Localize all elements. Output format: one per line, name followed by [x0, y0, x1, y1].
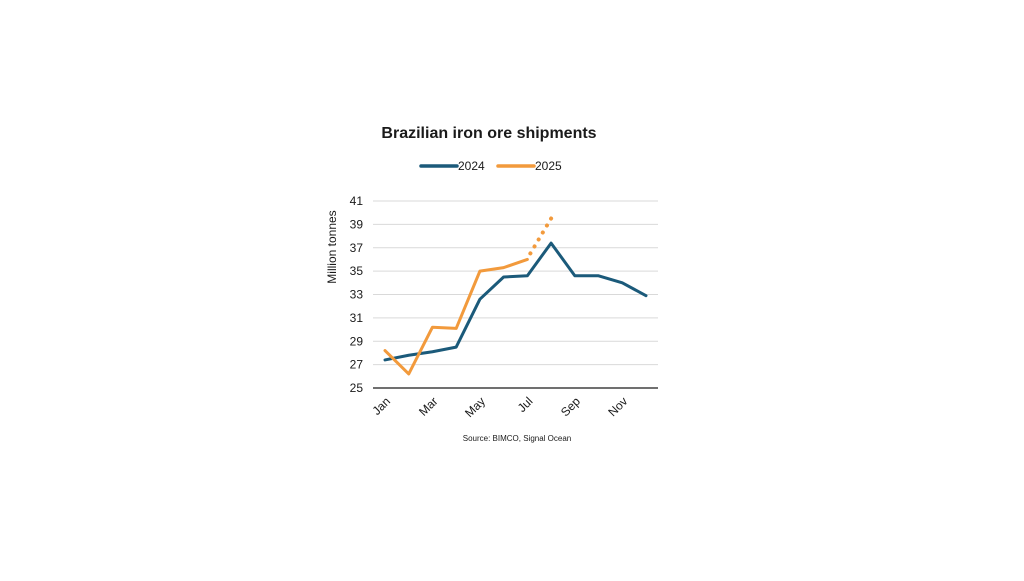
x-tick-label: Sep	[558, 394, 583, 419]
x-tick-label: Jul	[515, 394, 536, 415]
y-tick-label: 25	[350, 381, 364, 395]
legend-label-2025: 2025	[535, 159, 562, 173]
y-tick-label: 39	[350, 217, 364, 231]
y-tick-labels: 25 27 29 31 33 35 37 39 41	[350, 194, 364, 395]
series-line-2025	[383, 257, 529, 376]
y-tick-label: 41	[350, 194, 364, 208]
legend-label-2024: 2024	[458, 159, 485, 173]
x-tick-labels: Jan Mar May Jul Sep Nov	[370, 394, 631, 420]
y-tick-label: 27	[350, 358, 364, 372]
y-tick-label: 31	[350, 311, 364, 325]
gridlines	[373, 200, 658, 366]
y-tick-label: 37	[350, 241, 364, 255]
x-tick-label: Nov	[605, 394, 630, 419]
x-tick-label: May	[462, 394, 488, 420]
series-line-2024	[383, 241, 648, 362]
series-projection-2025	[528, 216, 554, 256]
series-lines	[383, 216, 648, 376]
x-tick-label: Mar	[416, 394, 441, 419]
y-axis-label: Million tonnes	[325, 210, 339, 283]
chart-title: Brazilian iron ore shipments	[381, 125, 596, 142]
y-tick-label: 29	[350, 334, 364, 348]
legend: 2024 2025	[419, 159, 562, 173]
y-tick-label: 35	[350, 264, 364, 278]
x-tick-label: Jan	[370, 394, 394, 418]
y-tick-label: 33	[350, 288, 364, 302]
source-note: Source: BIMCO, Signal Ocean	[463, 434, 572, 443]
